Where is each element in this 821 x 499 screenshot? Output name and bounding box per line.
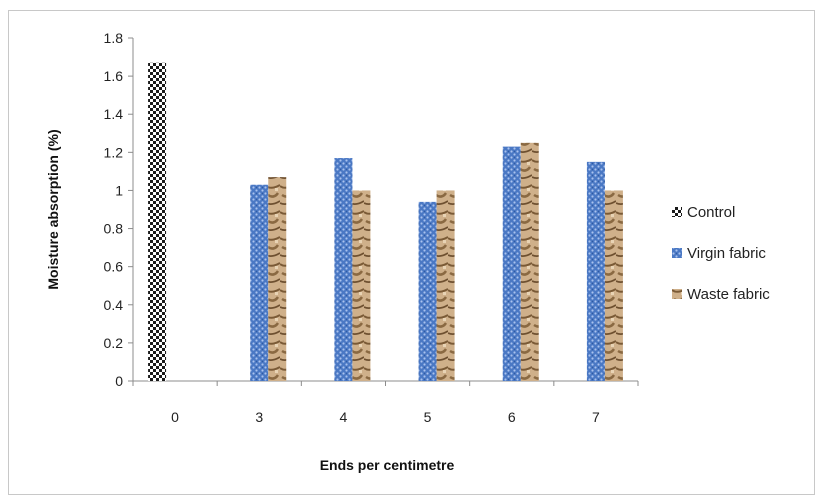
bar-waste-fabric	[604, 190, 623, 381]
y-tick-label: 0.8	[104, 221, 124, 237]
y-tick-label: 0	[115, 373, 123, 389]
y-tick-label: 1.6	[104, 68, 124, 84]
y-tick-label: 1.2	[104, 144, 124, 160]
bar-waste-fabric	[352, 190, 371, 381]
bar-control	[148, 62, 167, 382]
y-tick-label: 0.6	[104, 259, 124, 275]
bar-waste-fabric	[520, 142, 539, 381]
x-tick-label: 4	[340, 409, 348, 425]
legend-swatch-waste-fabric	[672, 289, 682, 299]
y-axis-title: Moisture absorption (%)	[45, 129, 61, 289]
bar-waste-fabric	[268, 177, 287, 381]
legend-label-virgin-fabric: Virgin fabric	[687, 245, 766, 262]
y-tick-label: 0.2	[104, 335, 124, 351]
bar-virgin-fabric	[586, 161, 605, 381]
y-tick-label: 1.4	[104, 106, 124, 122]
y-tick-label: 0.4	[104, 297, 124, 313]
x-tick-label: 6	[508, 409, 516, 425]
bar-virgin-fabric	[502, 146, 521, 381]
legend-label-waste-fabric: Waste fabric	[687, 286, 770, 303]
legend-swatch-control	[672, 207, 682, 217]
x-tick-label: 3	[255, 409, 263, 425]
bar-virgin-fabric	[418, 201, 437, 381]
x-tick-label: 0	[171, 409, 179, 425]
bar-virgin-fabric	[250, 184, 269, 381]
legend-label-control: Control	[687, 204, 735, 221]
x-tick-label: 7	[592, 409, 600, 425]
x-axis-title: Ends per centimetre	[320, 457, 455, 473]
y-tick-label: 1	[115, 182, 123, 198]
x-tick-label: 5	[424, 409, 432, 425]
legend-swatch-virgin-fabric	[672, 248, 682, 258]
y-tick-label: 1.8	[104, 30, 124, 46]
bar-waste-fabric	[436, 190, 455, 381]
bar-virgin-fabric	[334, 158, 353, 381]
